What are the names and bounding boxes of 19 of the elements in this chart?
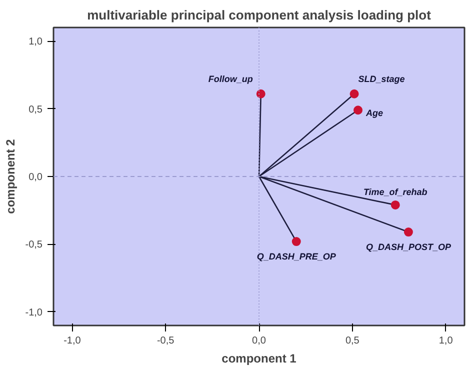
y-tick-label: -0,5	[25, 240, 43, 251]
annotation: Q_DASH_POST_OP	[366, 242, 452, 252]
y-tick-label: 0,0	[28, 172, 43, 183]
x-axis-title: component 1	[222, 352, 297, 366]
chart-title: multivariable principal component analysis loading plot	[87, 8, 432, 22]
y-tick-label: -1,0	[25, 307, 43, 318]
x-tick-label: 0,5	[345, 336, 360, 346]
y-tick-label: 0,5	[28, 104, 43, 116]
annotation: Q_DASH_PRE_OP	[256, 252, 337, 262]
x-tick-label: -0,5	[156, 336, 175, 346]
x-tick-label: -1,0	[64, 336, 82, 346]
x-tick-label: 1,0	[438, 336, 454, 346]
y-tick-label: 1,0	[28, 36, 43, 48]
annotation: Age	[365, 108, 384, 118]
annotation: Follow_up	[208, 74, 254, 84]
annotation: Time_of_rehab	[363, 186, 428, 197]
y-axis-title: component 2	[3, 138, 18, 214]
x-tick-label: 0,0	[252, 336, 266, 346]
annotation: SLD_stage	[358, 74, 405, 84]
